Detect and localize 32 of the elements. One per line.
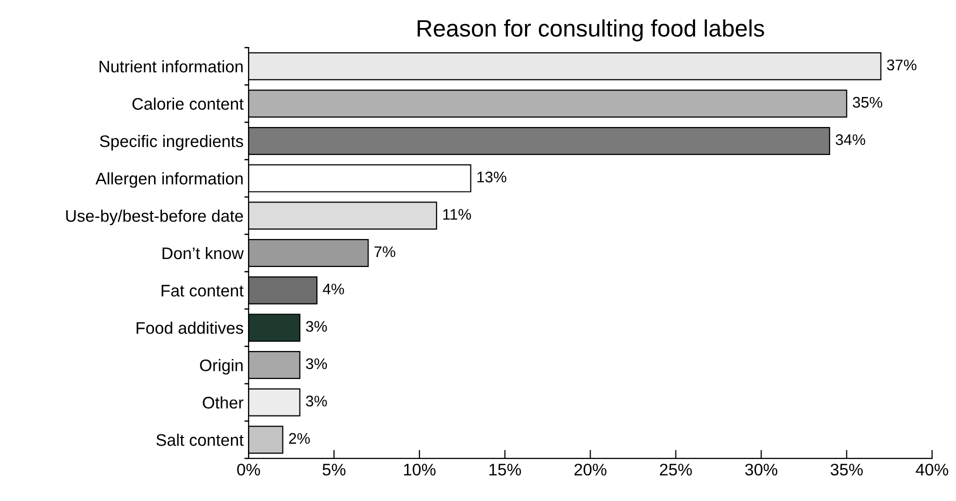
data-label: 3% <box>306 358 327 370</box>
data-label: 11% <box>443 209 471 220</box>
data-label: 35% <box>852 96 882 108</box>
x-tick-label: 35% <box>830 464 863 476</box>
data-label: 4% <box>322 284 344 294</box>
y-tick-label: Don’t know <box>162 246 244 260</box>
x-tick-label: 40% <box>916 464 948 476</box>
y-tick-label: Fat content <box>162 284 244 297</box>
y-tick-label: Salt content <box>156 434 244 446</box>
data-label: 13% <box>477 172 506 182</box>
y-tick-label: Specific ingredients <box>100 134 244 150</box>
y-tick-label: Other <box>202 396 244 409</box>
y-tick-label: Use-by/best-before date <box>66 210 243 226</box>
data-label: 3% <box>306 396 327 406</box>
x-tick-label: 25% <box>660 464 692 476</box>
data-label: 7% <box>374 246 396 258</box>
chart-title: Reason for consulting food labels <box>418 19 764 42</box>
y-tick-label: Nutrient information <box>100 60 243 72</box>
y-tick-label: Allergen information <box>96 172 243 188</box>
data-label: 3% <box>306 320 327 332</box>
data-label: 34% <box>836 134 866 146</box>
y-tick-label: Origin <box>200 359 243 375</box>
x-tick-label: 0% <box>237 464 260 476</box>
y-tick-label: Calorie content <box>132 98 244 110</box>
x-tick-label: 15% <box>489 464 521 476</box>
data-label: 37% <box>886 60 916 70</box>
x-tick-label: 30% <box>745 464 778 476</box>
data-label: 2% <box>289 433 310 444</box>
x-tick-label: 10% <box>404 464 436 476</box>
x-tick-label: 5% <box>322 464 346 476</box>
x-tick-label: 20% <box>574 464 606 476</box>
y-tick-label: Food additives <box>136 322 244 334</box>
